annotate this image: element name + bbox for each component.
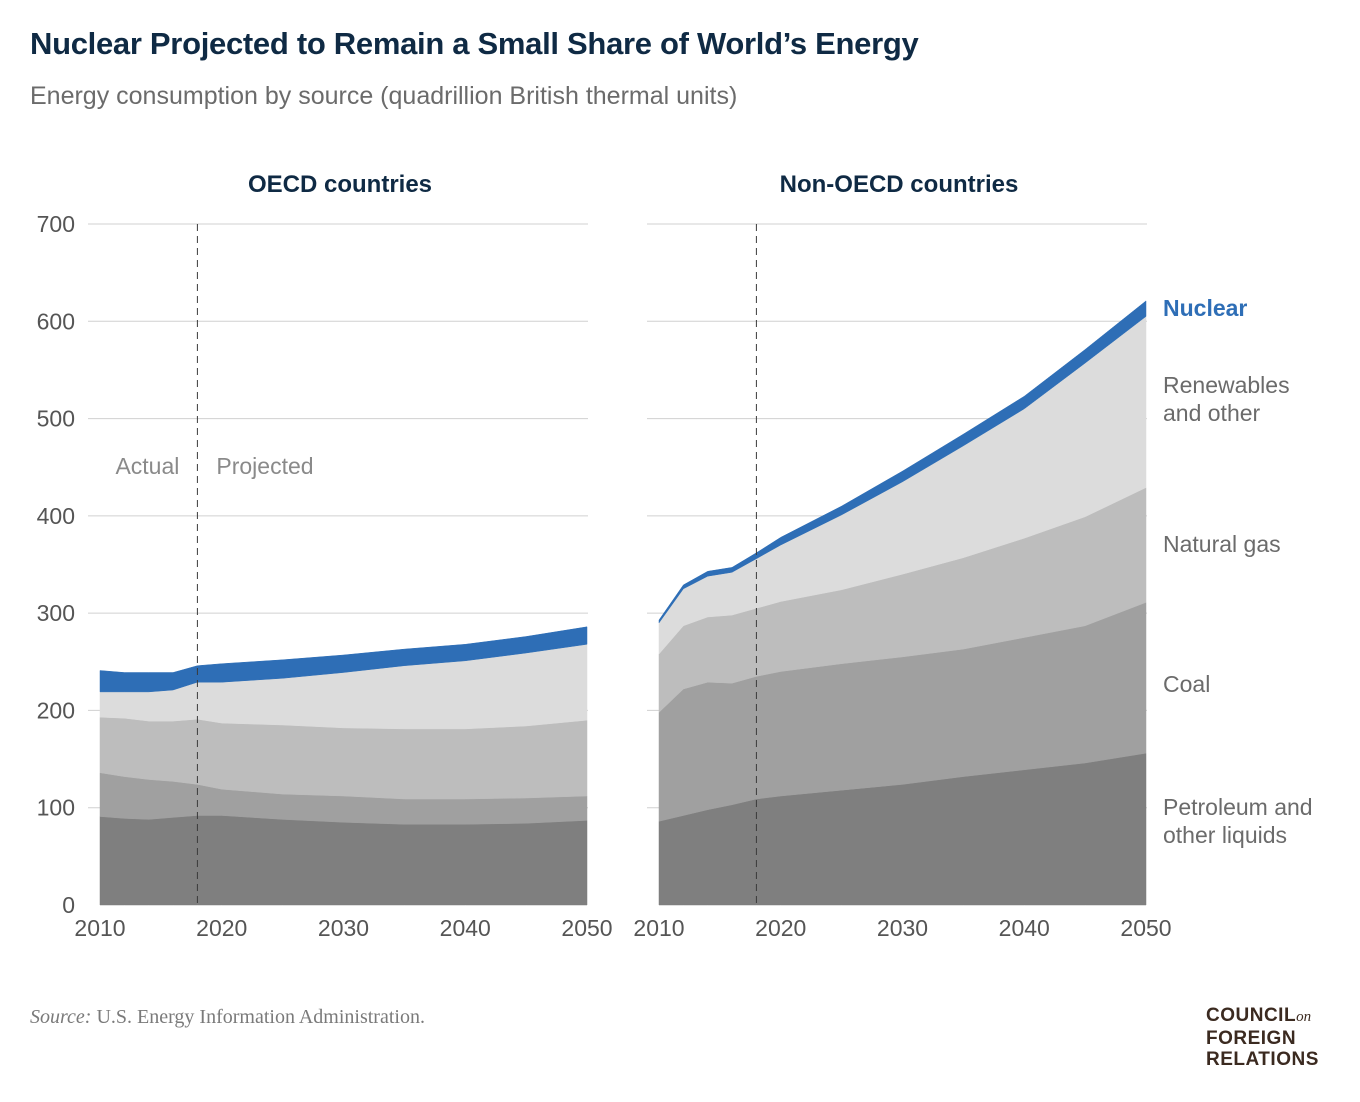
actual-label: Actual [115, 453, 179, 479]
x-tick-label: 2040 [999, 915, 1050, 941]
chart-title: Nuclear Projected to Remain a Small Shar… [30, 26, 919, 61]
logo-line3: RELATIONS [1206, 1049, 1319, 1070]
x-tick-label: 2050 [561, 915, 612, 941]
x-tick-label: 2010 [74, 915, 125, 941]
panel-title: Non-OECD countries [780, 171, 1019, 198]
y-tick-label: 200 [37, 697, 75, 723]
legend-label-petroleum: Petroleum and [1163, 794, 1313, 820]
legend-label-renewables: Renewables [1163, 372, 1290, 398]
y-tick-label: 300 [37, 600, 75, 626]
chart-subtitle: Energy consumption by source (quadrillio… [30, 82, 738, 110]
y-tick-label: 500 [37, 406, 75, 432]
legend-label-renewables: and other [1163, 400, 1261, 426]
area-nuclear [99, 626, 588, 693]
area-petroleum [99, 815, 588, 906]
logo-line1: COUNCIL [1206, 1005, 1297, 1026]
panel-title: OECD countries [248, 171, 432, 198]
y-tick-label: 700 [37, 211, 75, 237]
logo-on: on [1296, 1009, 1312, 1025]
source-text: U.S. Energy Information Administration. [91, 1006, 425, 1028]
cfr-logo: COUNCILon FOREIGN RELATIONS [1206, 1005, 1319, 1070]
x-tick-label: 2040 [440, 915, 491, 941]
x-tick-label: 2050 [1120, 915, 1171, 941]
x-tick-label: 2020 [196, 915, 247, 941]
panel-non-oecd: Non-OECD countries 2010 2020 2030 2040 2050 [633, 171, 1171, 941]
y-tick-label: 100 [37, 795, 75, 821]
legend-label-coal: Coal [1163, 671, 1210, 697]
x-tick-label: 2010 [633, 915, 684, 941]
logo-line2: FOREIGN [1206, 1028, 1297, 1049]
legend-label-gas: Natural gas [1163, 531, 1281, 557]
y-tick-label: 0 [62, 892, 75, 918]
projected-label: Projected [216, 453, 313, 479]
source-note: Source: U.S. Energy Information Administ… [30, 1006, 425, 1029]
legend-label-nuclear: Nuclear [1163, 295, 1247, 321]
source-prefix: Source: [30, 1006, 92, 1028]
legend-label-petroleum: other liquids [1163, 822, 1287, 848]
panel-oecd: OECD countries 0 100 200 300 400 500 600 700 2010… [37, 171, 613, 941]
x-tick-label: 2020 [755, 915, 806, 941]
x-tick-label: 2030 [877, 915, 928, 941]
y-tick-label: 600 [37, 308, 75, 334]
x-tick-label: 2030 [318, 915, 369, 941]
y-tick-label: 400 [37, 503, 75, 529]
